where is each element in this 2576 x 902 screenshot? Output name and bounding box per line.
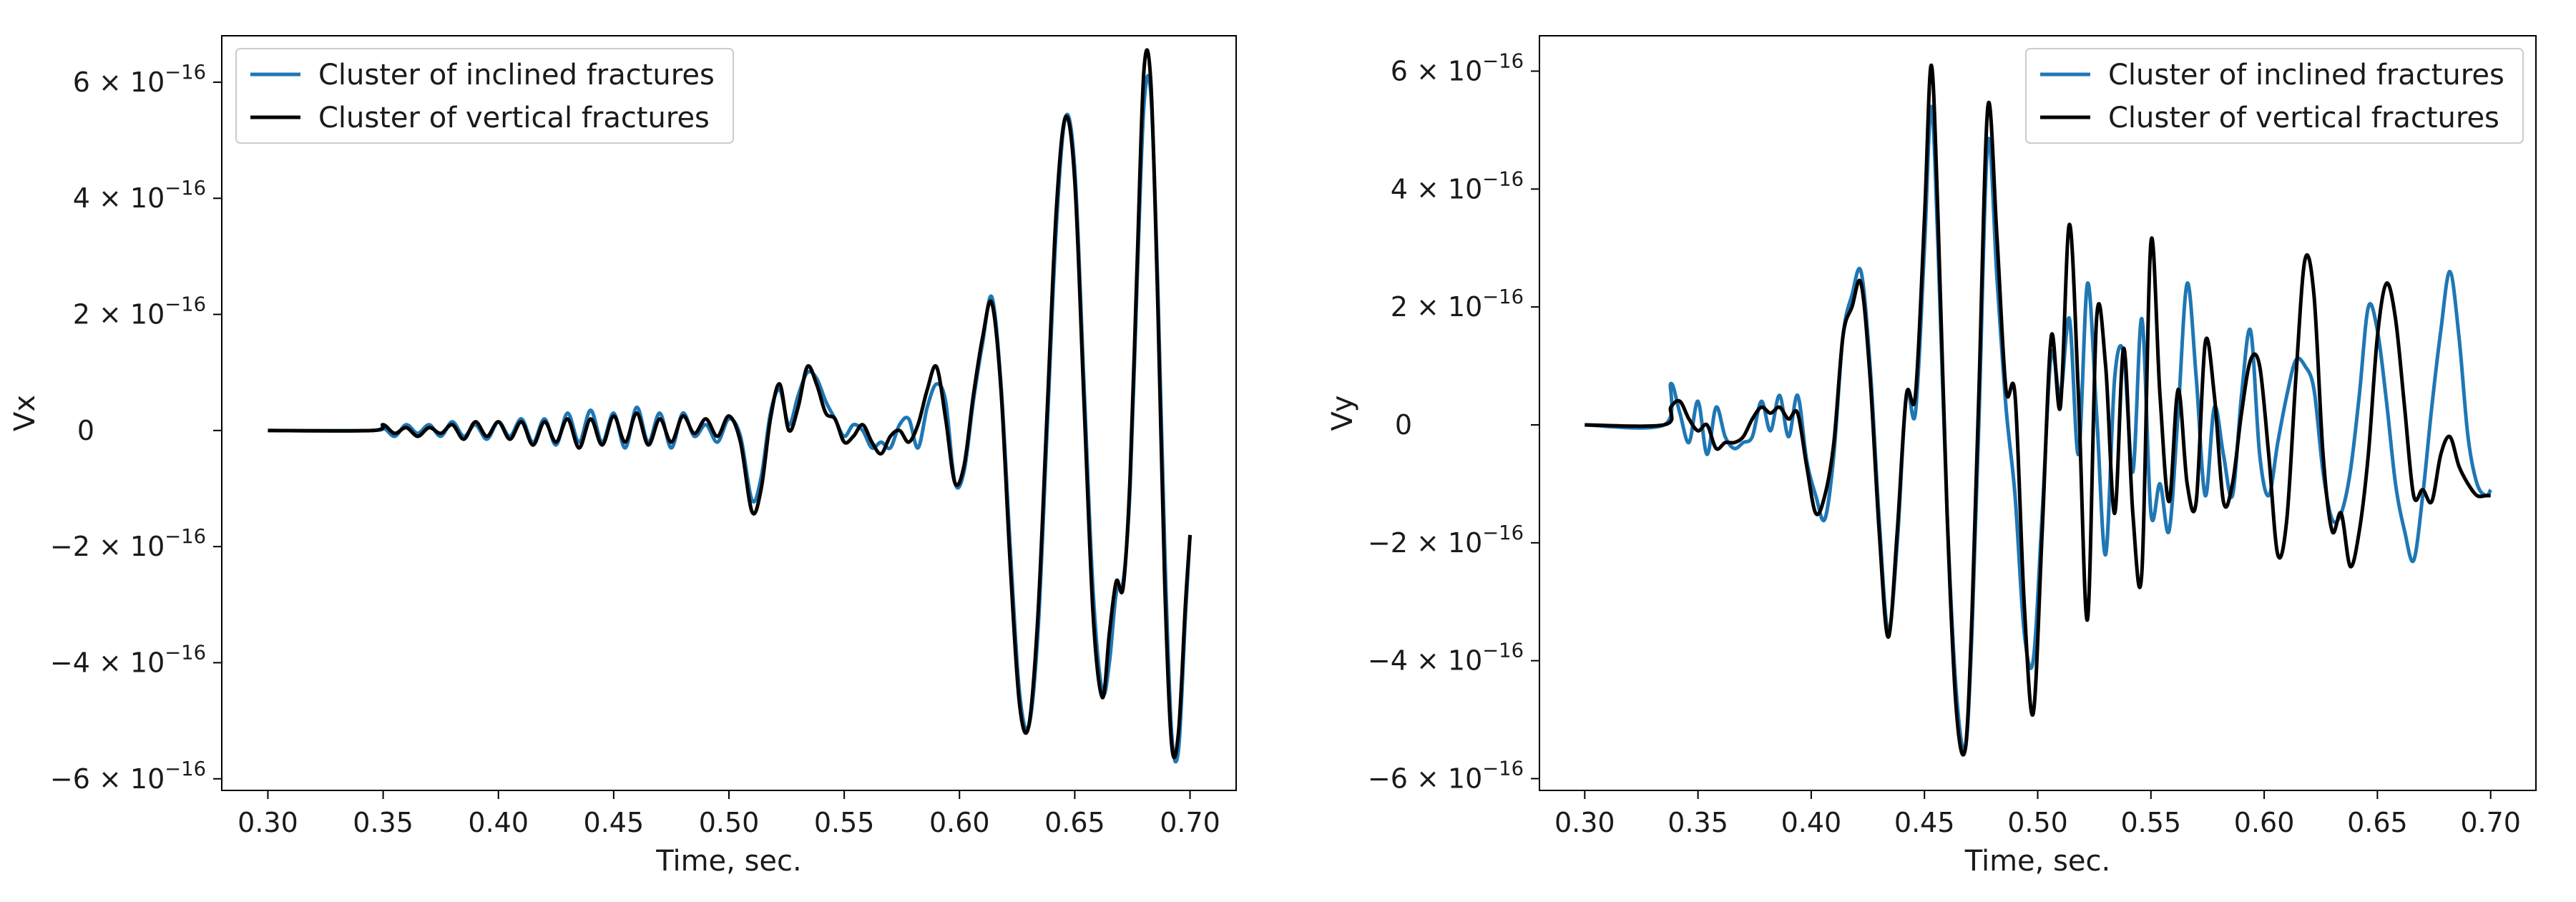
y-tick-label: 6 × 10−16	[1391, 50, 1524, 87]
y-tick-label: 6 × 10−16	[73, 62, 206, 98]
y-tick-label: −6 × 10−16	[50, 758, 206, 795]
y-axis-label: Vy	[1326, 396, 1359, 431]
x-axis-label: Time, sec.	[1964, 845, 2110, 878]
y-tick-label: −2 × 10−16	[50, 526, 206, 562]
x-tick-label: 0.45	[1894, 807, 1955, 838]
x-tick-label: 0.70	[1160, 807, 1220, 838]
legend-box	[2025, 48, 2524, 144]
legend: Cluster of inclined fractures Cluster of …	[235, 48, 734, 144]
x-tick-label: 0.50	[699, 807, 760, 838]
x-tick-label: 0.40	[468, 807, 529, 838]
chart-panel-2: 0.30 0.35 0.40 0.45 0.50 0.55 0.60 0.65 0.70 6 × …	[1326, 35, 2537, 878]
x-tick-label: 0.65	[1044, 807, 1105, 838]
series-lines	[268, 48, 1192, 764]
legend-label: Cluster of vertical fractures	[318, 102, 710, 134]
chart-panel-1: 0.30 0.35 0.40 0.45 0.50 0.55 0.60 0.65 0.70 6 × …	[9, 35, 1237, 878]
y-axis-label: Vx	[9, 395, 41, 431]
legend-label: Cluster of vertical fractures	[2108, 102, 2499, 134]
y-tick-label: −6 × 10−16	[1368, 758, 1524, 795]
y-tick-label: −4 × 10−16	[50, 642, 206, 678]
x-tick-label: 0.35	[1667, 807, 1728, 838]
y-tick-label: 0	[1395, 409, 1412, 441]
y-tick-label: 4 × 10−16	[73, 177, 206, 214]
x-tick-label: 0.55	[814, 807, 875, 838]
y-tick-label: 2 × 10−16	[73, 294, 206, 330]
y-tick-label: −2 × 10−16	[1368, 522, 1524, 559]
x-tick-label: 0.30	[1554, 807, 1615, 838]
x-tick-label: 0.45	[584, 807, 645, 838]
x-tick-label: 0.60	[929, 807, 990, 838]
y-tick-label: 0	[77, 415, 94, 446]
y-tick-label: 4 × 10−16	[1391, 168, 1524, 205]
x-tick-label: 0.30	[237, 807, 298, 838]
x-tick-label: 0.40	[1781, 807, 1842, 838]
x-tick-label: 0.35	[353, 807, 413, 838]
x-tick-label: 0.70	[2460, 807, 2521, 838]
series-line-vertical	[268, 48, 1192, 760]
legend-label: Cluster of inclined fractures	[318, 59, 715, 92]
legend: Cluster of inclined fractures Cluster of …	[2025, 48, 2524, 144]
x-tick-label: 0.65	[2347, 807, 2408, 838]
series-line-vertical	[1585, 63, 2491, 757]
series-lines	[1585, 63, 2492, 757]
legend-label: Cluster of inclined fractures	[2108, 59, 2504, 92]
legend-box	[235, 48, 734, 144]
x-tick-label: 0.50	[2007, 807, 2068, 838]
x-axis-label: Time, sec.	[655, 845, 801, 878]
y-tick-label: −4 × 10−16	[1368, 640, 1524, 677]
series-line-inclined	[268, 74, 1192, 764]
y-tick-label: 2 × 10−16	[1391, 286, 1524, 323]
x-tick-label: 0.60	[2234, 807, 2295, 838]
x-tick-label: 0.55	[2120, 807, 2181, 838]
